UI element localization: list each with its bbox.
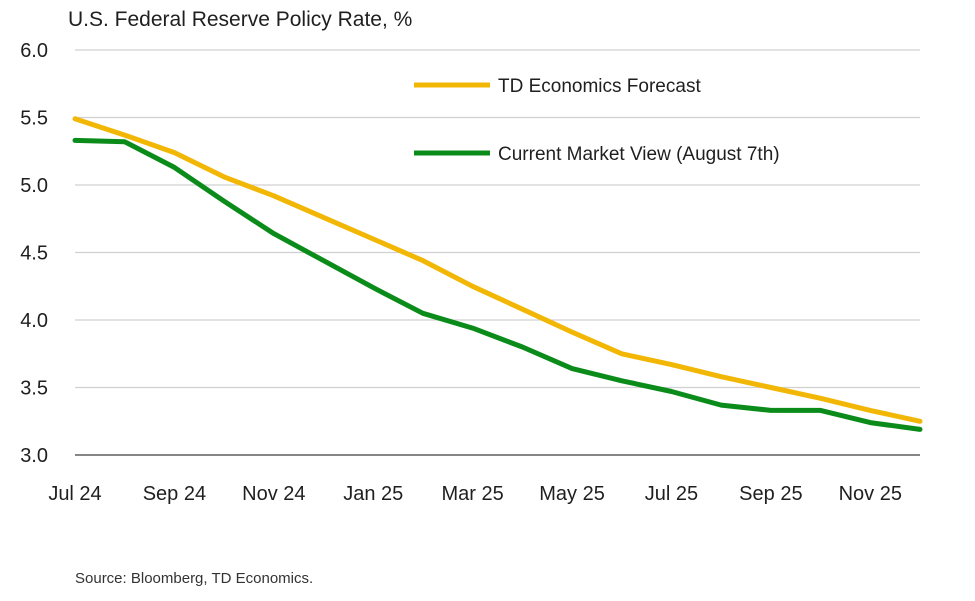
y-axis-tick-labels: 3.0 3.5 4.0 4.5 5.0 5.5 6.0 bbox=[20, 40, 48, 467]
series-line-0 bbox=[72, 116, 923, 424]
y-tick-label: 3.0 bbox=[20, 445, 48, 467]
x-tick-label: Nov 25 bbox=[839, 483, 902, 505]
x-tick-label: Sep 25 bbox=[739, 483, 802, 505]
x-tick-label: Sep 24 bbox=[143, 483, 206, 505]
source-note: Source: Bloomberg, TD Economics. bbox=[75, 570, 314, 587]
x-tick-label: May 25 bbox=[539, 483, 605, 505]
legend-label-1: Current Market View (August 7th) bbox=[498, 144, 780, 165]
series-line-1 bbox=[72, 137, 923, 432]
x-tick-label: Jan 25 bbox=[343, 483, 403, 505]
legend: TD Economics Forecast Current Market View… bbox=[414, 76, 780, 165]
x-tick-label: Nov 24 bbox=[242, 483, 305, 505]
legend-label-0: TD Economics Forecast bbox=[498, 76, 701, 97]
y-tick-label: 4.0 bbox=[20, 310, 48, 332]
y-tick-label: 5.0 bbox=[20, 175, 48, 197]
x-axis-tick-labels: Jul 24 Sep 24 Nov 24 Jan 25 Mar 25 May 25 Jul … bbox=[48, 483, 902, 505]
y-tick-label: 5.5 bbox=[20, 108, 48, 130]
y-tick-label: 6.0 bbox=[20, 40, 48, 62]
chart-title: U.S. Federal Reserve Policy Rate, % bbox=[68, 8, 413, 31]
x-tick-label: Jul 25 bbox=[645, 483, 698, 505]
gridlines bbox=[75, 49, 920, 456]
series-lines bbox=[72, 116, 923, 432]
y-tick-label: 3.5 bbox=[20, 378, 48, 400]
x-tick-label: Mar 25 bbox=[442, 483, 504, 505]
x-tick-label: Jul 24 bbox=[48, 483, 101, 505]
y-tick-label: 4.5 bbox=[20, 243, 48, 265]
